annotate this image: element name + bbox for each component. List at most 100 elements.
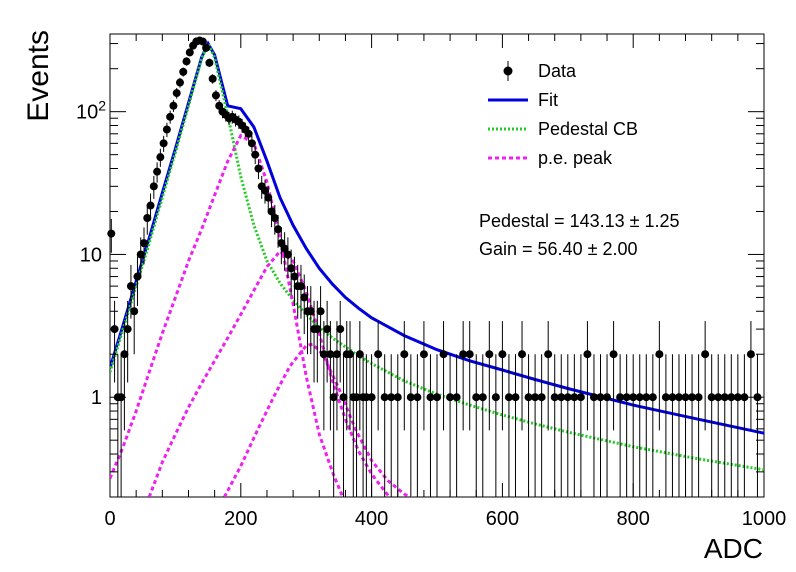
data-point — [661, 354, 670, 497]
point-marker — [329, 393, 338, 402]
point-marker — [175, 78, 184, 87]
point-marker — [149, 182, 158, 191]
data-point — [616, 354, 625, 497]
fit-results: Pedestal = 143.13 ± 1.25 Gain = 56.40 ± 2… — [479, 211, 680, 259]
data-point — [326, 321, 335, 431]
point-marker — [182, 57, 191, 66]
data-point — [140, 227, 149, 265]
point-marker — [290, 272, 299, 281]
data-point — [329, 354, 338, 497]
point-marker — [215, 101, 224, 110]
point-marker — [583, 350, 592, 359]
data-point — [185, 48, 194, 57]
point-marker — [260, 186, 269, 195]
data-point — [149, 175, 158, 199]
point-marker — [413, 393, 422, 402]
data-point — [300, 274, 309, 335]
point-marker — [746, 350, 755, 359]
data-point — [714, 354, 723, 497]
point-marker — [537, 393, 546, 402]
data-point — [123, 300, 132, 383]
point-marker — [162, 125, 171, 134]
data-point — [339, 354, 348, 497]
point-marker — [694, 393, 703, 402]
point-marker — [733, 393, 742, 402]
data-point — [336, 300, 345, 383]
point-marker — [603, 393, 612, 402]
data-point — [175, 77, 184, 88]
y-tick-label: 10 — [80, 244, 102, 266]
data-point — [107, 218, 116, 253]
point-marker — [616, 393, 625, 402]
point-marker — [336, 325, 345, 334]
data-point — [283, 237, 292, 279]
point-marker — [524, 393, 533, 402]
point-marker — [300, 293, 309, 302]
x-tick-label: 800 — [617, 508, 650, 530]
point-marker — [143, 213, 152, 222]
data-point — [280, 232, 289, 271]
data-point — [419, 321, 428, 431]
axes: 0 200 400 600 800 1000 1 10 102 — [76, 34, 786, 530]
point-marker — [642, 393, 651, 402]
point-marker — [169, 101, 178, 110]
point-marker — [674, 393, 683, 402]
x-tick-label: 600 — [486, 508, 519, 530]
point-marker — [544, 350, 553, 359]
data-point — [648, 354, 657, 497]
data-point — [609, 321, 618, 431]
data-point — [674, 354, 683, 497]
point-marker — [355, 350, 364, 359]
data-point — [707, 354, 716, 497]
data-point — [491, 354, 500, 497]
data-point — [172, 87, 181, 99]
data-point — [202, 43, 211, 52]
data-point — [205, 58, 214, 68]
point-marker — [346, 350, 355, 359]
legend-entry: Fit — [488, 90, 558, 110]
point-marker — [655, 350, 664, 359]
data-point — [518, 321, 527, 431]
point-marker — [339, 393, 348, 402]
point-marker — [459, 350, 468, 359]
point-marker — [287, 264, 296, 273]
point-marker — [130, 307, 139, 316]
point-marker — [498, 350, 507, 359]
point-marker — [274, 225, 283, 234]
point-marker — [563, 393, 572, 402]
data-point — [733, 354, 742, 497]
data-point — [433, 354, 441, 497]
point-marker — [185, 48, 194, 57]
data-point — [668, 354, 677, 497]
y-tick-label: 102 — [76, 98, 106, 124]
point-marker — [313, 325, 322, 334]
point-marker — [557, 393, 566, 402]
data-point — [413, 354, 422, 497]
data-point — [153, 162, 162, 183]
point-marker — [681, 393, 690, 402]
data-point — [267, 198, 276, 228]
point-marker — [316, 307, 325, 316]
pe-peak-curve-5 — [223, 342, 413, 497]
point-marker — [153, 167, 162, 176]
data-point — [576, 354, 585, 497]
point-marker — [374, 350, 383, 359]
data-point — [244, 126, 253, 142]
data-point — [169, 100, 178, 112]
data-point — [478, 354, 487, 497]
data-point — [694, 354, 703, 497]
point-marker — [156, 153, 165, 162]
point-marker — [172, 89, 181, 98]
data-point — [635, 354, 644, 497]
point-marker — [306, 307, 315, 316]
data-point — [208, 74, 217, 84]
data-point — [629, 354, 638, 497]
data-point — [264, 186, 273, 212]
point-marker — [319, 350, 328, 359]
data-point — [120, 321, 129, 431]
point-marker — [622, 393, 631, 402]
data-point — [642, 354, 651, 497]
point-marker — [120, 350, 129, 359]
data-point — [740, 354, 749, 497]
